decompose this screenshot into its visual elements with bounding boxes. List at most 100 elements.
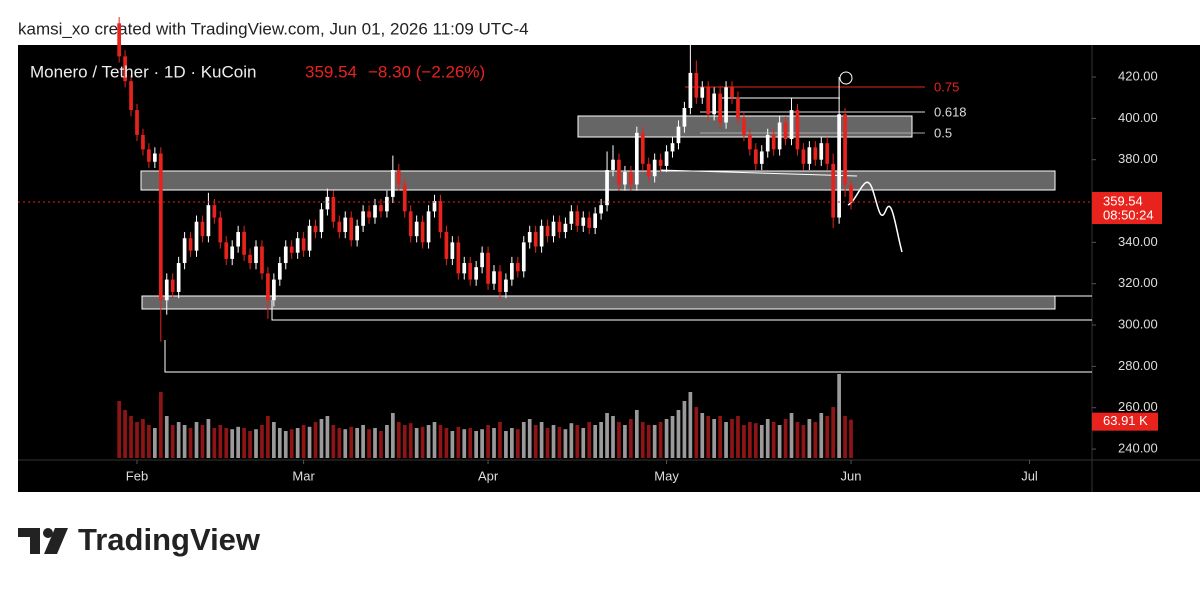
- candle-body: [551, 221, 556, 237]
- volume-bar: [617, 422, 621, 458]
- volume-bar: [248, 431, 252, 458]
- candle-body: [236, 232, 240, 247]
- candle-body: [283, 246, 288, 264]
- volume-bar: [456, 426, 461, 458]
- volume-bar: [795, 422, 800, 458]
- volume-bar: [254, 429, 258, 458]
- volume-bar: [313, 422, 318, 458]
- volume-bar: [759, 425, 764, 458]
- candle-body: [391, 170, 395, 197]
- candle-body: [313, 225, 318, 233]
- candle-body: [831, 163, 836, 218]
- x-tick-label: May: [654, 468, 679, 483]
- candle-body: [170, 279, 175, 292]
- volume-bar: [753, 423, 758, 458]
- candle-body: [402, 184, 407, 212]
- candle-body: [718, 93, 722, 123]
- candle-body: [147, 149, 151, 162]
- candle-body: [724, 87, 728, 123]
- volume-bar: [319, 419, 324, 458]
- logo-text: TradingView: [78, 522, 261, 557]
- volume-bar: [277, 428, 282, 458]
- header-change: −8.30 (−2.26%): [368, 62, 485, 81]
- y-tick-label: 260.00: [1118, 399, 1158, 414]
- volume-bar: [658, 422, 663, 458]
- candle-body: [813, 147, 818, 160]
- candle-body: [385, 196, 389, 212]
- volume-bar: [742, 425, 746, 458]
- volume-bar: [599, 422, 603, 458]
- candle-body: [123, 56, 127, 82]
- candle-body: [629, 172, 633, 185]
- candle-body: [593, 213, 598, 228]
- candle-body: [617, 159, 621, 185]
- candle-body: [670, 143, 675, 152]
- candle-body: [676, 126, 681, 144]
- candle-body: [135, 110, 139, 135]
- candle-body: [325, 196, 330, 210]
- candle-body: [164, 279, 169, 301]
- axes-layer: 240.00260.00280.00300.00320.00340.00360.…: [18, 68, 1162, 483]
- countdown-label: 08:50:24: [1103, 207, 1154, 222]
- symbol-title: Monero / Tether · 1D · KuCoin: [30, 62, 256, 81]
- volume-bar: [569, 423, 574, 458]
- candle-body: [331, 196, 336, 222]
- volume-bar: [236, 426, 240, 458]
- candle-body: [474, 267, 479, 280]
- y-tick-label: 240.00: [1118, 440, 1158, 455]
- candle-body: [248, 254, 252, 264]
- volume-bar: [402, 425, 407, 458]
- volume-bar: [194, 422, 199, 458]
- candle-body: [706, 87, 711, 115]
- volume-bar: [414, 428, 419, 458]
- volume-bar: [676, 410, 681, 458]
- volume-bar: [379, 431, 383, 458]
- candle-body: [807, 147, 812, 164]
- volume-bar: [789, 413, 794, 458]
- candle-body: [634, 132, 639, 185]
- volume-bar: [301, 425, 306, 458]
- volume-bar: [557, 426, 562, 458]
- volume-bar: [777, 425, 782, 458]
- volume-bar: [664, 419, 669, 458]
- candle-body: [611, 159, 615, 171]
- y-tick-label: 380.00: [1118, 151, 1158, 166]
- volume-bar: [629, 419, 633, 458]
- volume-bar: [408, 423, 413, 458]
- candle-body: [819, 143, 824, 160]
- volume-bar: [468, 428, 473, 458]
- volume-bar: [724, 422, 728, 458]
- candle-body: [468, 263, 473, 280]
- volume-bar: [688, 392, 693, 458]
- candle-body: [218, 217, 223, 243]
- candle-body: [456, 242, 461, 274]
- volume-bar: [581, 428, 586, 458]
- y-tick-label: 400.00: [1118, 110, 1158, 125]
- candle-layer: [117, 17, 853, 342]
- volume-bar: [200, 425, 205, 458]
- level-line: [271, 300, 1092, 321]
- volume-bar: [349, 426, 354, 458]
- candle-body: [420, 221, 425, 243]
- volume-bar: [634, 410, 639, 458]
- volume-bar: [783, 419, 788, 458]
- volume-bar: [771, 422, 776, 458]
- candle-body: [736, 97, 740, 119]
- candle-body: [272, 279, 276, 301]
- candle-body: [640, 132, 645, 164]
- logo-mark: [18, 528, 40, 554]
- candle-body: [432, 201, 437, 212]
- volume-bar: [605, 413, 609, 458]
- candle-body: [295, 238, 300, 253]
- candle-body: [373, 205, 377, 218]
- x-tick-label: Feb: [126, 468, 148, 483]
- candle-body: [742, 118, 746, 135]
- logo: TradingView: [18, 522, 261, 557]
- x-tick-label: Apr: [478, 468, 499, 483]
- x-tick-label: Jul: [1021, 468, 1038, 483]
- volume-bar: [170, 425, 175, 458]
- volume-bar: [266, 416, 270, 458]
- candle-body: [450, 242, 455, 259]
- volume-bar: [361, 425, 365, 458]
- volume-bar: [164, 416, 169, 458]
